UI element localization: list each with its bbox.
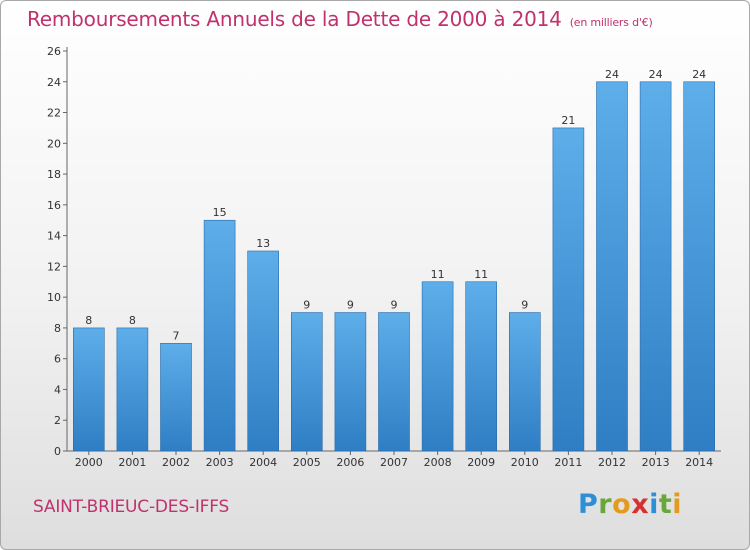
bar-chart: 0246810121416182022242682000820017200215…	[47, 45, 721, 469]
x-tick-label: 2005	[293, 456, 321, 469]
x-tick-label: 2011	[554, 456, 582, 469]
data-label: 7	[173, 329, 180, 342]
bar	[160, 343, 192, 452]
x-tick-label: 2008	[424, 456, 452, 469]
bar	[290, 312, 323, 452]
bar	[552, 127, 585, 452]
data-label: 13	[256, 237, 270, 250]
data-label: 21	[561, 114, 575, 127]
bar	[73, 327, 105, 452]
bar	[378, 312, 410, 452]
logo-letter: t	[658, 489, 673, 520]
chart-title: Remboursements Annuels de la Dette de 20…	[27, 7, 653, 31]
logo-letter: i	[649, 489, 659, 520]
logo-letter: o	[612, 489, 632, 520]
y-tick-label: 6	[54, 353, 61, 366]
y-tick-label: 14	[47, 230, 61, 243]
data-label: 11	[431, 268, 445, 281]
x-tick-label: 2012	[598, 456, 626, 469]
data-label: 9	[303, 299, 310, 312]
chart-title-text: Remboursements Annuels de la Dette de 20…	[27, 7, 562, 31]
chart-subtitle: (en milliers d'€)	[569, 16, 653, 29]
data-label: 9	[391, 299, 398, 312]
data-label: 15	[213, 206, 227, 219]
bar	[596, 81, 628, 452]
bar	[203, 219, 236, 452]
data-label: 24	[692, 68, 706, 81]
x-tick-label: 2014	[685, 456, 713, 469]
y-tick-label: 12	[47, 260, 61, 273]
data-label: 8	[85, 314, 92, 327]
y-tick-label: 8	[54, 322, 61, 335]
y-tick-label: 24	[47, 76, 61, 89]
data-label: 24	[649, 68, 663, 81]
x-tick-label: 2001	[118, 456, 146, 469]
logo-letter: i	[672, 489, 683, 520]
logo-letter: r	[598, 489, 613, 520]
x-tick-label: 2004	[249, 456, 277, 469]
x-tick-label: 2007	[380, 456, 408, 469]
y-tick-label: 16	[47, 199, 61, 212]
bar	[421, 281, 454, 452]
bar	[465, 281, 498, 452]
data-label: 24	[605, 68, 619, 81]
y-tick-label: 18	[47, 168, 61, 181]
x-tick-label: 2009	[467, 456, 495, 469]
data-label: 9	[347, 299, 354, 312]
proxiti-logo: Proxiti	[578, 489, 682, 520]
x-tick-label: 2000	[75, 456, 103, 469]
x-tick-label: 2006	[336, 456, 364, 469]
x-tick-label: 2002	[162, 456, 190, 469]
bar	[247, 250, 279, 452]
bar	[334, 312, 367, 452]
commune-name: SAINT-BRIEUC-DES-IFFS	[33, 497, 230, 517]
y-tick-label: 10	[47, 291, 61, 304]
x-tick-label: 2013	[642, 456, 670, 469]
y-tick-label: 22	[47, 107, 61, 120]
x-tick-label: 2010	[511, 456, 539, 469]
x-tick-label: 2003	[206, 456, 234, 469]
y-tick-label: 4	[54, 383, 61, 396]
y-tick-label: 0	[54, 445, 61, 458]
bar	[116, 327, 149, 452]
bar	[639, 81, 672, 452]
data-label: 11	[474, 268, 488, 281]
y-tick-label: 2	[54, 414, 61, 427]
logo-letter: P	[578, 489, 599, 520]
bar	[683, 81, 716, 452]
logo-letter: x	[631, 489, 650, 520]
y-tick-label: 26	[47, 45, 61, 58]
bar	[508, 312, 541, 452]
y-tick-label: 20	[47, 137, 61, 150]
data-label: 8	[129, 314, 136, 327]
data-label: 9	[521, 299, 528, 312]
